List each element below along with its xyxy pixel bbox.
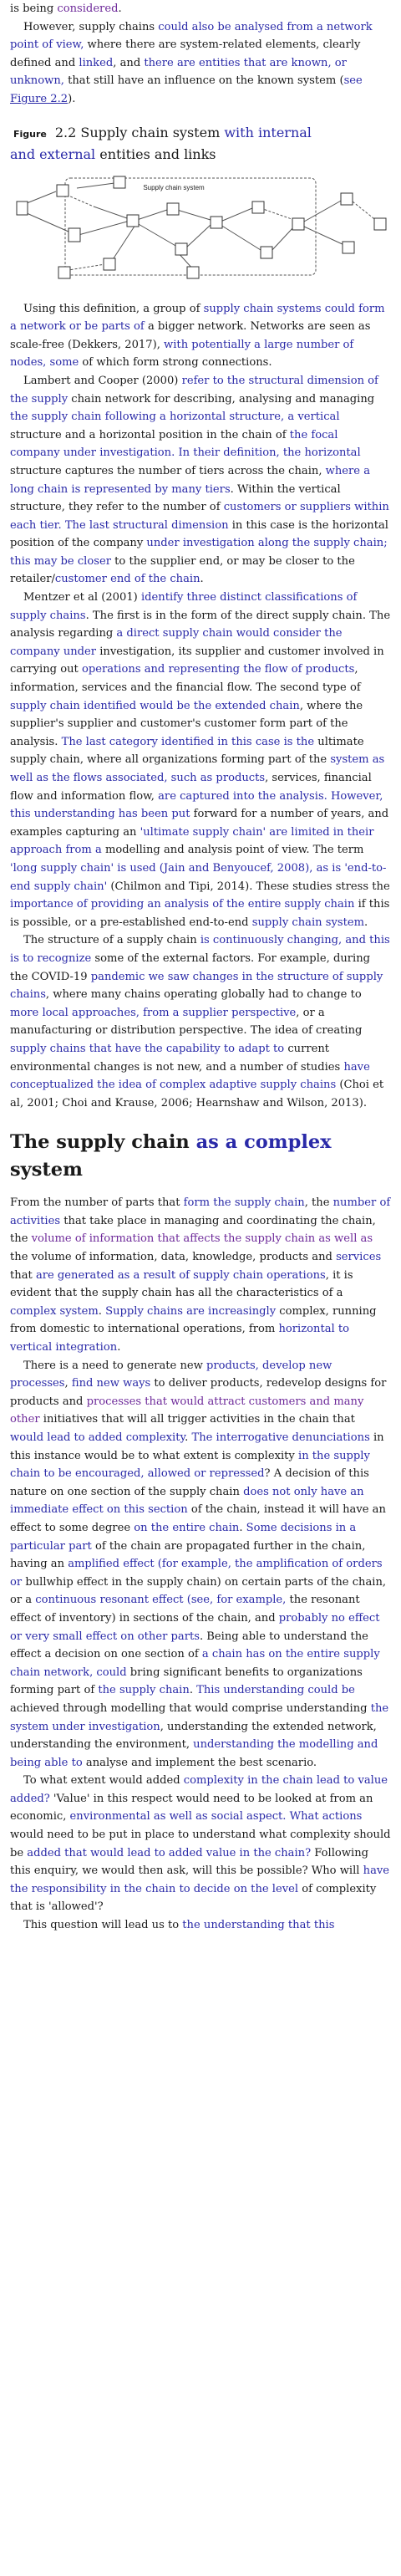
link: [220, 224, 261, 250]
node-external: [16, 201, 28, 216]
node: [56, 184, 69, 197]
figure-diagram: Supply chain system: [10, 171, 391, 282]
intro-line: is being considered.: [10, 0, 391, 18]
node: [210, 216, 223, 229]
node-external: [373, 217, 387, 231]
paragraph-question: This question will lead us to the unders…: [23, 1919, 335, 1932]
system-boundary: [64, 177, 317, 276]
node-external: [58, 266, 71, 279]
figure-caption: Figure 2.2 Supply chain system with inter…: [10, 124, 312, 162]
document-page: is being considered. However, supply cha…: [10, 0, 391, 1932]
node: [186, 266, 200, 279]
text-run: considered: [57, 3, 119, 15]
paragraph-value-added: To what extent would added complexity in…: [10, 1774, 391, 1914]
paragraph-network-view: However, supply chains could also be ana…: [10, 20, 373, 105]
node: [103, 258, 116, 271]
link: [176, 209, 211, 221]
node-external: [342, 241, 355, 254]
link: [303, 199, 343, 222]
supply-chain-diagram: Supply chain system: [16, 176, 387, 279]
node: [113, 176, 126, 189]
section-heading: The supply chain as a complex system: [10, 1131, 332, 1181]
link: [26, 212, 69, 232]
node-external: [340, 192, 353, 206]
text-run: is being: [10, 3, 58, 15]
link: [136, 209, 168, 221]
node: [251, 201, 265, 214]
node: [166, 202, 180, 216]
paragraph-new-products: There is a need to generate new products…: [10, 1359, 389, 1769]
link: [26, 191, 57, 204]
paragraph-lambert-cooper: Lambert and Cooper (2000) refer to the s…: [10, 374, 389, 586]
diagram-label: Supply chain system: [143, 184, 205, 191]
link: [270, 226, 295, 252]
figure-label: Figure: [13, 128, 47, 140]
node: [292, 217, 305, 231]
link: [136, 222, 178, 247]
text-run: .: [118, 3, 122, 15]
link: [76, 182, 115, 189]
link: [78, 221, 128, 236]
paragraph-complex-system: From the number of parts that form the s…: [10, 1196, 391, 1354]
link: [352, 201, 378, 222]
link: [93, 206, 128, 219]
node: [68, 227, 81, 242]
link: [303, 226, 345, 246]
figure-link[interactable]: Figure 2.2: [10, 92, 69, 105]
node: [260, 246, 273, 259]
paragraph-mentzer: Mentzer et al (2001) identify three dist…: [10, 591, 391, 929]
node: [175, 242, 188, 256]
link: [68, 263, 111, 271]
link: [185, 224, 211, 248]
node: [126, 214, 140, 227]
link: [220, 207, 253, 222]
figure-number: 2.2: [54, 124, 77, 140]
paragraph-structure-changing: The structure of a supply chain is conti…: [10, 934, 390, 1109]
link: [109, 224, 136, 263]
paragraph-definition: Using this definition, a group of supply…: [10, 302, 385, 370]
link: [260, 207, 295, 221]
